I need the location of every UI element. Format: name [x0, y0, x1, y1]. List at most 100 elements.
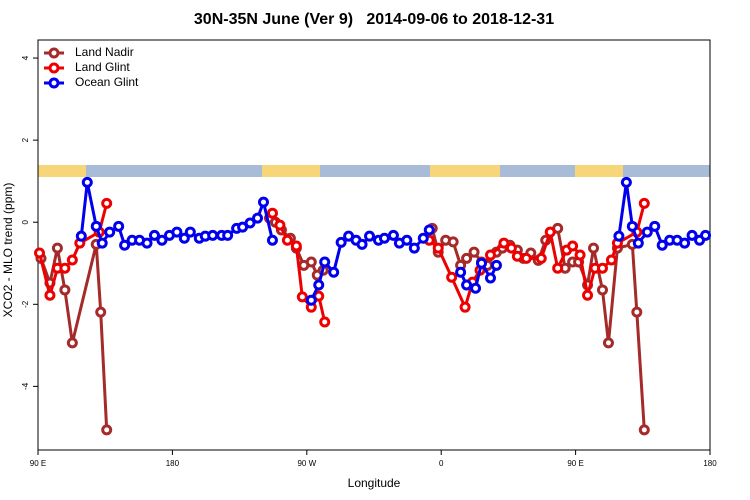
data-point — [468, 246, 480, 258]
data-point — [81, 176, 93, 188]
data-point — [498, 237, 510, 249]
data-point — [104, 226, 116, 238]
data-point — [447, 236, 459, 248]
data-point — [455, 266, 467, 278]
chart-title: 30N-35N June (Ver 9) 2014-09-06 to 2018-… — [194, 11, 554, 28]
data-point — [432, 242, 444, 254]
data-point — [476, 257, 488, 269]
data-point — [281, 234, 293, 246]
data-point — [96, 237, 108, 249]
legend-label: Land Nadir — [75, 45, 134, 59]
legend-marker — [48, 77, 60, 89]
land-strip — [430, 165, 500, 177]
data-point — [290, 240, 302, 252]
data-point — [484, 249, 496, 261]
data-point — [511, 250, 523, 262]
x-tick-label: 180 — [703, 459, 717, 468]
land-strip — [38, 165, 86, 177]
data-point — [319, 316, 331, 328]
data-point — [520, 252, 532, 264]
data-point — [613, 230, 625, 242]
data-point — [156, 234, 168, 246]
y-tick-label: -2 — [21, 300, 30, 308]
data-point — [252, 212, 264, 224]
data-point — [505, 242, 517, 254]
land-mask-strip — [38, 165, 710, 177]
data-point — [408, 242, 420, 254]
y-tick-label: 2 — [21, 137, 30, 142]
series-line — [38, 202, 646, 323]
data-point — [387, 229, 399, 241]
data-point — [686, 229, 698, 241]
data-point — [119, 239, 131, 251]
data-point — [335, 236, 347, 248]
data-point — [567, 240, 579, 252]
data-point — [631, 306, 643, 318]
data-point — [446, 271, 458, 283]
legend-label: Land Glint — [75, 60, 130, 74]
data-point — [544, 226, 556, 238]
data-point — [305, 256, 317, 268]
x-tick-label: 0 — [439, 459, 444, 468]
data-point — [90, 220, 102, 232]
data-point — [552, 262, 564, 274]
y-tick-label: 4 — [21, 55, 30, 60]
data-point — [700, 229, 712, 241]
data-point — [207, 229, 219, 241]
data-point — [535, 252, 547, 264]
data-point — [490, 259, 502, 271]
data-point — [274, 219, 286, 231]
data-point — [75, 230, 87, 242]
plot-frame — [37, 39, 711, 451]
data-point — [626, 220, 638, 232]
data-point — [638, 424, 650, 436]
data-point — [266, 234, 278, 246]
legend-label: Ocean Glint — [75, 75, 139, 89]
data-point — [59, 284, 71, 296]
data-point — [649, 220, 661, 232]
data-point — [461, 252, 473, 264]
data-point — [596, 262, 608, 274]
land-strip — [262, 165, 320, 177]
data-point — [620, 176, 632, 188]
data-point — [305, 294, 317, 306]
ocean-strip — [38, 165, 710, 177]
data-point — [484, 272, 496, 284]
data-point — [679, 237, 691, 249]
x-tick-label: 90 E — [567, 459, 583, 468]
data-point — [574, 249, 586, 261]
data-point — [44, 289, 56, 301]
data-point — [266, 207, 278, 219]
data-point — [141, 237, 153, 249]
data-point — [66, 254, 78, 266]
y-axis-label: XCO2 - MLO trend (ppm) — [1, 183, 15, 318]
data-point — [423, 224, 435, 236]
land-strip — [575, 165, 623, 177]
data-point — [184, 226, 196, 238]
data-point — [461, 279, 473, 291]
data-point — [470, 282, 482, 294]
data-point — [101, 197, 113, 209]
data-point — [51, 242, 63, 254]
data-point — [171, 226, 183, 238]
data-point — [178, 232, 190, 244]
data-point — [632, 237, 644, 249]
legend-marker — [48, 62, 60, 74]
data-point — [582, 289, 594, 301]
data-point — [113, 220, 125, 232]
data-point — [364, 230, 376, 242]
data-point — [459, 301, 471, 313]
data-point — [356, 238, 368, 250]
data-point — [596, 284, 608, 296]
data-point — [101, 424, 113, 436]
data-point — [148, 229, 160, 241]
data-point — [605, 254, 617, 266]
data-point — [588, 242, 600, 254]
data-point — [328, 266, 340, 278]
data-point — [417, 232, 429, 244]
data-point — [638, 197, 650, 209]
data-point — [257, 196, 269, 208]
data-point — [319, 256, 331, 268]
data-point — [59, 262, 71, 274]
data-point — [95, 306, 107, 318]
